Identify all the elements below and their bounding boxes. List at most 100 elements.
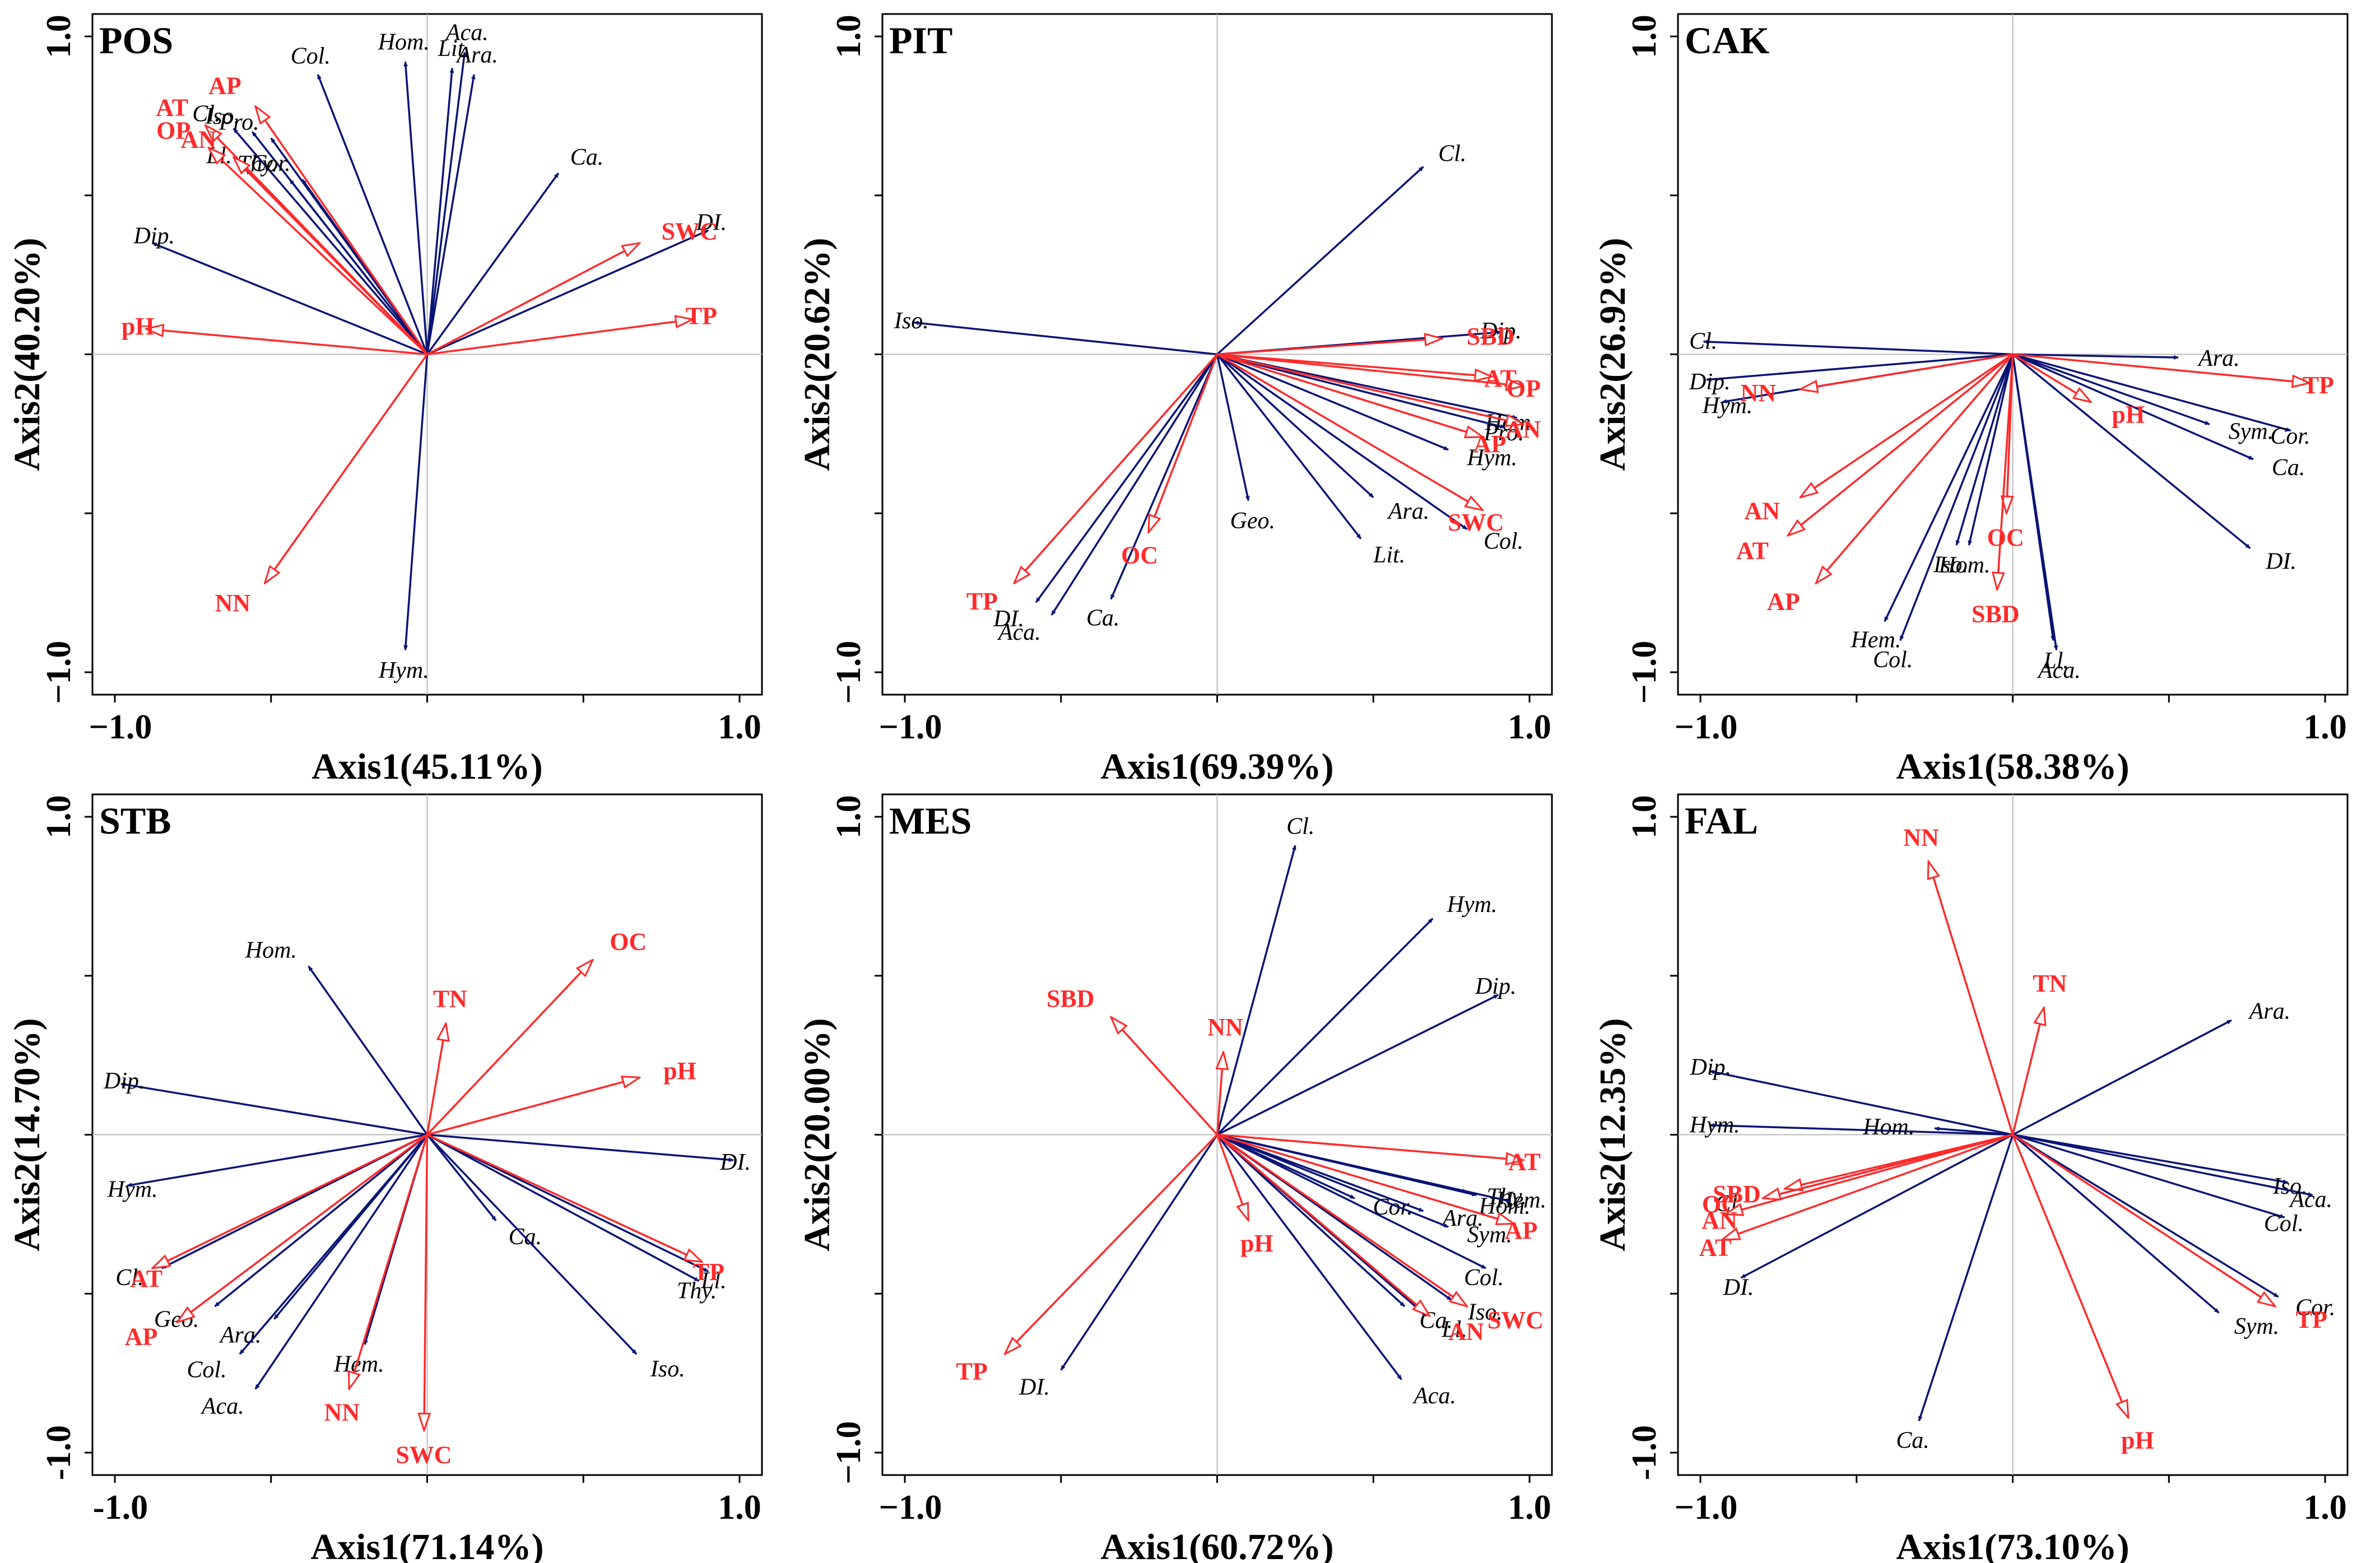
cak-species-label-hym: Hym. (1702, 393, 1753, 418)
fal-panel-label: FAL (1685, 799, 1758, 842)
pos-species-vector-hym (403, 354, 429, 651)
stb-env-vector-swc (424, 1134, 427, 1431)
fal-species-vector-col (2012, 1133, 2285, 1218)
mes-species-label-aca: Aca. (1412, 1383, 1456, 1409)
cak-env-vector-an (1800, 353, 2014, 497)
mes-env-label-ph: pH (1240, 1230, 1273, 1257)
pit-species-label-dip: Dip. (1480, 318, 1522, 344)
pos-panel-label: POS (99, 19, 173, 62)
mes-env-label-an: AN (1448, 1318, 1484, 1346)
mes-species-label-col: Col. (1464, 1265, 1504, 1291)
cak-species-label-cor: Cor. (2270, 424, 2310, 449)
cak-species-vector-hem (1884, 353, 2014, 622)
stb-species-label-ll: Ll. (700, 1268, 727, 1294)
cak-env-label-oc: OC (1987, 524, 2024, 551)
stb-species-label-col: Col. (187, 1357, 226, 1383)
pos-x-tick-label-max: 1.0 (718, 708, 761, 746)
pit-species-vector-geo (1216, 354, 1250, 501)
cak-env-vector-tp (2012, 353, 2310, 383)
fal-env-label-at: AT (1699, 1234, 1732, 1262)
stb-env-vector-oc (426, 960, 593, 1136)
mes-env-vector-tp (1005, 1134, 1218, 1355)
pit-env-label-an: AN (1505, 416, 1541, 443)
mes-env-vector-sbd (1111, 1017, 1218, 1136)
fal-species-label-col: Col. (2264, 1211, 2304, 1237)
pit-species-vector-lit (1216, 353, 1362, 539)
pos-env-vector-an (234, 157, 428, 355)
panels-group: −1.0 1.0 −1.0 1.0 Axis1(45.11%) Axis2(40.20%)… (7, 13, 2349, 1563)
cak-env-vector-at (1788, 353, 2014, 536)
stb-env-vector-ph (427, 1077, 640, 1136)
fal-species-vector-sym (2012, 1134, 2220, 1314)
pit-species-vector-iso (913, 320, 1217, 356)
pit-x-tick-label-min: −1.0 (879, 708, 942, 746)
pos-species-vector-thy (289, 179, 428, 355)
stb-x-tick-label-min: -1.0 (93, 1488, 148, 1527)
pit-env-vector-oc (1149, 353, 1219, 533)
stb-env-label-tn: TN (433, 985, 467, 1012)
fal-species-vector-di (1740, 1133, 2014, 1279)
stb-y-axis-title: Axis2(14.70%) (7, 1018, 48, 1251)
cak-env-label-ph: pH (2112, 401, 2145, 429)
fal-species-label-aca: Aca. (2288, 1187, 2332, 1212)
stb-env-label-ph: pH (663, 1057, 696, 1085)
cak-env-label-tp: TP (2303, 371, 2334, 399)
pit-env-vector-an (1217, 353, 1523, 425)
stb-env-vector-tp (426, 1133, 703, 1262)
pos-species-vector-ca (426, 172, 560, 355)
mes-env-vector-ph (1216, 1134, 1249, 1221)
panel-pit: −1.0 1.0 −1.0 1.0 Axis1(69.39%) Axis2(20.62%)… (797, 13, 1553, 787)
fal-species-vector-iso (2012, 1133, 2289, 1184)
cak-species-vector-cl (1703, 339, 2013, 356)
pit-env-vector-at (1217, 353, 1493, 377)
mes-species-label-sym: Sym. (1467, 1222, 1512, 1248)
pos-y-tick-label-min: −1.0 (40, 641, 78, 704)
fal-species-label-iso: Iso. (2272, 1174, 2308, 1199)
pos-env-label-ph: pH (122, 313, 155, 340)
stb-species-vector-thy (426, 1133, 700, 1282)
stb-env-label-oc: OC (610, 928, 647, 955)
mes-y-axis-title: Axis2(20.00%) (797, 1018, 838, 1251)
stb-env-label-tp: TP (693, 1258, 724, 1286)
mes-species-vector-sym (1216, 1133, 1449, 1228)
pit-species-label-iso: Iso. (894, 308, 929, 334)
mes-env-label-sbd: SBD (1047, 985, 1095, 1012)
pos-env-label-tp: TP (686, 302, 717, 329)
fal-env-label-tp: TP (2296, 1306, 2327, 1333)
pit-species-vector-aca (1050, 353, 1218, 616)
cak-species-label-ara: Ara. (2197, 346, 2240, 371)
cak-species-label-dip: Dip. (1689, 369, 1731, 395)
mes-x-tick-label-max: 1.0 (1508, 1488, 1551, 1527)
stb-species-vector-hym (127, 1133, 427, 1187)
pit-x-axis-title: Axis1(69.39%) (1100, 746, 1333, 787)
cak-species-vector-aca (2011, 354, 2058, 651)
pit-species-label-geo: Geo. (1230, 508, 1275, 534)
fal-y-tick-label-max: 1.0 (1625, 795, 1663, 839)
fal-species-label-ca: Ca. (1896, 1427, 1930, 1453)
pit-y-tick-label-max: 1.0 (830, 15, 868, 58)
pit-panel-label: PIT (889, 19, 952, 62)
mes-species-label-cl: Cl. (1286, 813, 1314, 839)
pos-env-vector-ap (255, 106, 428, 355)
cak-species-vector-dip (1706, 353, 2013, 382)
pit-env-vector-ap (1216, 353, 1483, 438)
mes-env-label-nn: NN (1207, 1013, 1243, 1041)
fal-species-vector-aca (2012, 1133, 2313, 1197)
pit-species-label-lit: Lit. (1373, 542, 1405, 568)
cak-species-label-hem: Hem. (1850, 627, 1901, 653)
fal-species-vector-dip (1709, 1069, 2013, 1136)
fal-env-label-ph: pH (2121, 1426, 2154, 1454)
pit-species-label-hym: Hym. (1466, 445, 1517, 471)
fal-env-vector-ph (2011, 1134, 2128, 1418)
pos-y-tick-label-max: 1.0 (40, 15, 78, 58)
cak-species-label-sym: Sym. (2229, 418, 2274, 444)
fal-species-label-cor: Cor. (2295, 1295, 2335, 1321)
pit-species-vector-ara (1216, 353, 1374, 499)
pit-x-tick-label-max: 1.0 (1508, 708, 1551, 746)
cak-env-label-sbd: SBD (1972, 600, 2020, 627)
fal-env-label-nn: NN (1903, 824, 1939, 851)
pos-species-label-cor: Cor. (250, 151, 290, 176)
stb-env-label-ap: AP (125, 1323, 158, 1351)
fal-env-label-an: AN (1702, 1207, 1737, 1234)
pit-y-tick-label-min: −1.0 (830, 641, 868, 704)
